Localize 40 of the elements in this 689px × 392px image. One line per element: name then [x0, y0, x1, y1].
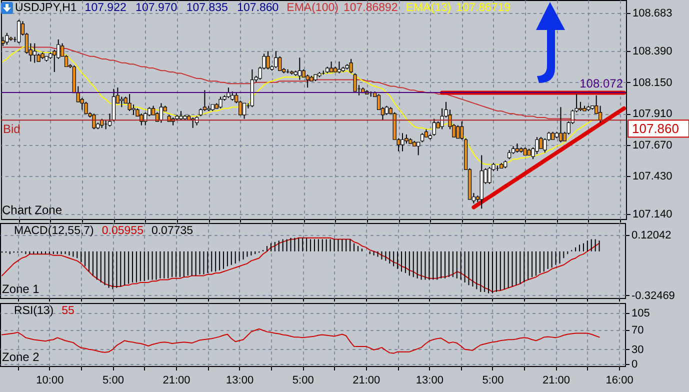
annotation: 55: [62, 305, 74, 317]
y-tick-label: 107.910: [632, 108, 672, 120]
y-tick-label: 105: [632, 307, 650, 320]
y-tick-label: 108.683: [632, 8, 672, 20]
y-tick-label: 108.150: [632, 76, 672, 89]
y-tick-label: 108.390: [632, 46, 672, 58]
text: 107.860: [632, 121, 679, 136]
y-tick-label: 107.430: [632, 170, 672, 183]
y-tick-label: 0: [632, 358, 638, 371]
chart-subtitle: 107.922 107.970 107.835 107.860: [84, 2, 279, 14]
x-tick-label: 21:00: [352, 374, 380, 386]
x-tick-label: 13:00: [226, 374, 254, 386]
text: EMA(100): [286, 2, 338, 14]
annotation: Zone 1: [2, 282, 40, 296]
annotation: Chart Zone: [2, 203, 62, 217]
y-tick-label: 0.12042: [632, 230, 672, 242]
y-tick-label: 70: [632, 324, 644, 336]
y-tick-label: 107.670: [632, 139, 672, 152]
annotation: 107.86719: [456, 2, 511, 14]
y-tick-label: 107.140: [632, 208, 672, 220]
chart-title: MACD(12,55,7): [14, 225, 94, 237]
x-tick-label: 21:00: [162, 374, 190, 386]
x-tick-label: 21:00: [542, 374, 570, 386]
y-tick-label: -0.32469: [632, 290, 675, 302]
annotation: 0.07735: [151, 225, 194, 237]
annotation: 0.05955: [102, 225, 144, 237]
y-tick-label: 30: [632, 344, 644, 356]
chart-title: RSI(13): [14, 305, 54, 317]
x-tick-label: 5:00: [292, 374, 314, 386]
ref-line-label: Bid: [3, 122, 20, 136]
ref-line-label: 108.072: [580, 76, 624, 91]
x-tick-label: 13:00: [416, 374, 444, 386]
x-tick-label: 5:00: [482, 374, 504, 386]
x-tick-label: 5:00: [102, 374, 124, 386]
annotation: 107.86892: [343, 2, 398, 14]
chart-title: USDJPY,H1: [15, 2, 77, 14]
text: EMA(13): [406, 2, 452, 14]
x-tick-label: 16:00: [606, 374, 634, 386]
x-tick-label: 10:00: [36, 374, 64, 386]
annotation: Zone 2: [2, 350, 40, 364]
